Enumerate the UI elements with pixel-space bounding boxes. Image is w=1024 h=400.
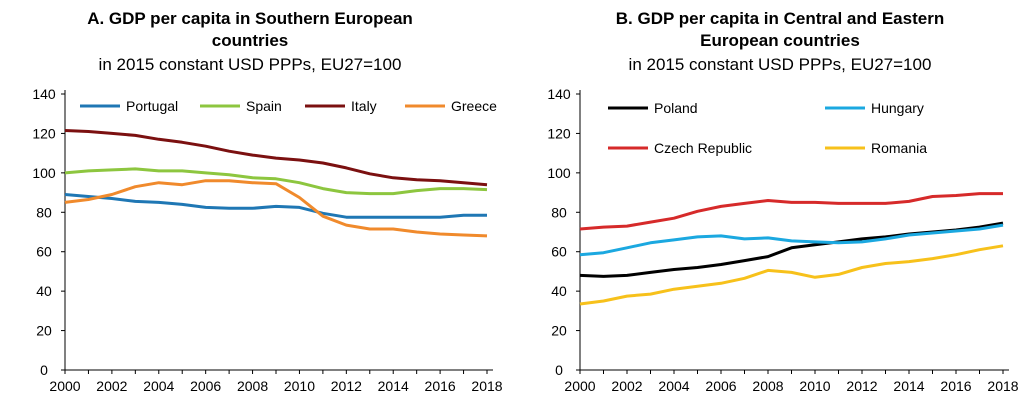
y-tick-label: 80 bbox=[551, 204, 567, 220]
y-tick-label: 60 bbox=[36, 244, 52, 260]
legend-label-spain: Spain bbox=[246, 98, 282, 114]
series-line-romania bbox=[579, 244, 1004, 306]
y-tick-label: 120 bbox=[547, 125, 571, 141]
x-tick-label: 2004 bbox=[658, 378, 689, 394]
y-tick-label: 140 bbox=[547, 86, 571, 102]
legend-label-poland: Poland bbox=[654, 100, 698, 116]
series-line-greece bbox=[64, 179, 488, 238]
x-tick-label: 2016 bbox=[940, 378, 971, 394]
y-tick-label: 20 bbox=[36, 323, 52, 339]
y-tick-label: 40 bbox=[551, 283, 567, 299]
y-tick-label: 40 bbox=[36, 283, 52, 299]
legend-label-italy: Italy bbox=[351, 98, 377, 114]
x-tick-label: 2000 bbox=[564, 378, 595, 394]
y-tick-label: 0 bbox=[40, 362, 48, 378]
x-tick-label: 2000 bbox=[49, 378, 80, 394]
x-tick-label: 2018 bbox=[987, 378, 1018, 394]
chart-subtitle: in 2015 constant USD PPPs, EU27=100 bbox=[99, 55, 402, 74]
y-tick-label: 80 bbox=[36, 204, 52, 220]
x-tick-label: 2010 bbox=[799, 378, 830, 394]
x-tick-label: 2006 bbox=[190, 378, 221, 394]
chart-panel-a: A. GDP per capita in Southern European co… bbox=[32, 9, 502, 394]
x-tick-label: 2014 bbox=[378, 378, 409, 394]
legend-label-portugal: Portugal bbox=[126, 98, 178, 114]
chart-title-line-1: A. GDP per capita in Southern European bbox=[87, 9, 413, 28]
y-tick-label: 60 bbox=[551, 244, 567, 260]
x-tick-label: 2008 bbox=[237, 378, 268, 394]
x-tick-label: 2012 bbox=[331, 378, 362, 394]
x-tick-label: 2004 bbox=[143, 378, 174, 394]
y-tick-label: 0 bbox=[555, 362, 563, 378]
series-line-italy bbox=[64, 129, 488, 187]
y-tick-label: 140 bbox=[32, 86, 56, 102]
chart-title-line-1: B. GDP per capita in Central and Eastern bbox=[616, 9, 944, 28]
chart-title-line-2: European countries bbox=[700, 31, 860, 50]
x-tick-label: 2016 bbox=[425, 378, 456, 394]
series-line-hungary bbox=[579, 223, 1004, 257]
legend-label-hungary: Hungary bbox=[871, 100, 924, 116]
x-tick-label: 2018 bbox=[471, 378, 502, 394]
y-tick-label: 100 bbox=[32, 165, 56, 181]
x-tick-label: 2002 bbox=[96, 378, 127, 394]
chart-subtitle: in 2015 constant USD PPPs, EU27=100 bbox=[629, 55, 932, 74]
y-tick-label: 20 bbox=[551, 323, 567, 339]
x-tick-label: 2014 bbox=[893, 378, 924, 394]
chart-panel-b: B. GDP per capita in Central and Eastern… bbox=[547, 9, 1018, 394]
y-tick-label: 100 bbox=[547, 165, 571, 181]
legend-label-romania: Romania bbox=[871, 140, 927, 156]
series-line-czech-republic bbox=[579, 192, 1003, 231]
chart-title-line-2: countries bbox=[212, 31, 289, 50]
x-tick-label: 2012 bbox=[846, 378, 877, 394]
x-tick-label: 2002 bbox=[611, 378, 642, 394]
legend-label-greece: Greece bbox=[451, 98, 497, 114]
x-tick-label: 2010 bbox=[284, 378, 315, 394]
y-tick-label: 120 bbox=[32, 125, 56, 141]
legend-label-czech-republic: Czech Republic bbox=[654, 140, 752, 156]
series-line-portugal bbox=[64, 193, 487, 219]
x-tick-label: 2008 bbox=[752, 378, 783, 394]
x-tick-label: 2006 bbox=[705, 378, 736, 394]
series-line-spain bbox=[64, 167, 488, 196]
